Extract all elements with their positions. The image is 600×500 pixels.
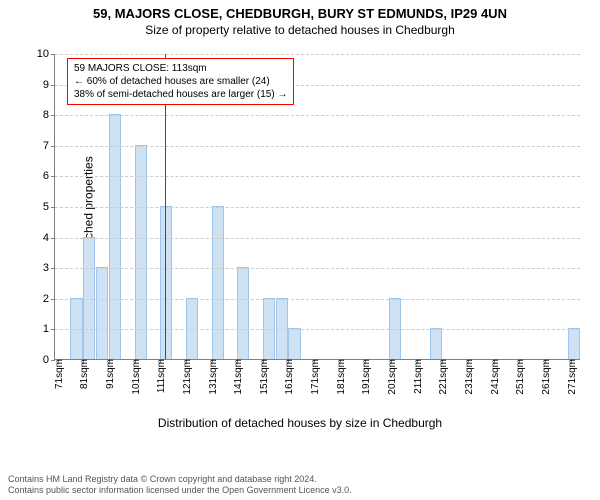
x-tick-label: 151sqm	[259, 359, 270, 395]
x-tick-label: 251sqm	[515, 359, 526, 395]
gridline	[55, 299, 580, 300]
x-tick-label: 81sqm	[79, 359, 90, 389]
gridline	[55, 238, 580, 239]
y-tick-label: 9	[43, 79, 49, 91]
x-tick-label: 101sqm	[131, 359, 142, 395]
histogram-bar	[109, 114, 121, 359]
x-tick-label: 171sqm	[310, 359, 321, 395]
y-tick-label: 4	[43, 232, 49, 244]
y-tick-label: 7	[43, 140, 49, 152]
annotation-line: 59 MAJORS CLOSE: 113sqm	[74, 62, 287, 75]
gridline	[55, 268, 580, 269]
histogram-chart: Number of detached properties 0123456789…	[0, 44, 600, 434]
histogram-bar	[96, 267, 108, 359]
x-tick-label: 71sqm	[54, 359, 65, 389]
histogram-bar	[288, 328, 300, 359]
y-tick-mark	[51, 329, 55, 330]
gridline	[55, 54, 580, 55]
x-tick-label: 271sqm	[567, 359, 578, 395]
y-tick-label: 2	[43, 293, 49, 305]
footer-line-1: Contains HM Land Registry data © Crown c…	[8, 474, 592, 485]
x-tick-label: 221sqm	[438, 359, 449, 395]
gridline	[55, 207, 580, 208]
histogram-bar	[430, 328, 442, 359]
y-tick-label: 0	[43, 354, 49, 366]
plot-area: 01234567891071sqm81sqm91sqm101sqm111sqm1…	[54, 54, 580, 360]
y-tick-label: 10	[37, 48, 49, 60]
x-tick-label: 261sqm	[541, 359, 552, 395]
histogram-bar	[568, 328, 580, 359]
annotation-box: 59 MAJORS CLOSE: 113sqm← 60% of detached…	[67, 58, 294, 105]
page-subtitle: Size of property relative to detached ho…	[0, 21, 600, 37]
histogram-bar	[83, 237, 95, 359]
x-tick-label: 111sqm	[156, 359, 167, 393]
page-title: 59, MAJORS CLOSE, CHEDBURGH, BURY ST EDM…	[0, 0, 600, 21]
x-tick-label: 191sqm	[361, 359, 372, 395]
x-tick-label: 131sqm	[208, 359, 219, 395]
x-tick-label: 161sqm	[284, 359, 295, 395]
y-tick-mark	[51, 176, 55, 177]
y-tick-label: 1	[43, 323, 49, 335]
y-tick-mark	[51, 85, 55, 86]
y-tick-mark	[51, 268, 55, 269]
y-tick-label: 8	[43, 109, 49, 121]
y-tick-mark	[51, 207, 55, 208]
y-tick-mark	[51, 54, 55, 55]
annotation-line: 38% of semi-detached houses are larger (…	[74, 88, 287, 101]
gridline	[55, 176, 580, 177]
footer-line-2: Contains public sector information licen…	[8, 485, 592, 496]
y-tick-mark	[51, 238, 55, 239]
x-tick-label: 181sqm	[336, 359, 347, 395]
histogram-bar	[237, 267, 249, 359]
annotation-line: ← 60% of detached houses are smaller (24…	[74, 75, 287, 88]
y-tick-mark	[51, 299, 55, 300]
x-axis-label: Distribution of detached houses by size …	[0, 416, 600, 430]
y-tick-mark	[51, 146, 55, 147]
x-tick-label: 121sqm	[182, 359, 193, 395]
x-tick-label: 91sqm	[105, 359, 116, 389]
x-tick-label: 211sqm	[413, 359, 424, 394]
gridline	[55, 329, 580, 330]
footer-attribution: Contains HM Land Registry data © Crown c…	[8, 474, 592, 497]
y-tick-label: 6	[43, 170, 49, 182]
y-tick-label: 3	[43, 262, 49, 274]
gridline	[55, 146, 580, 147]
x-tick-label: 231sqm	[464, 359, 475, 395]
y-tick-mark	[51, 115, 55, 116]
histogram-bar	[212, 206, 224, 359]
y-tick-label: 5	[43, 201, 49, 213]
x-tick-label: 201sqm	[387, 359, 398, 395]
x-tick-label: 141sqm	[233, 359, 244, 395]
x-tick-label: 241sqm	[490, 359, 501, 395]
gridline	[55, 115, 580, 116]
